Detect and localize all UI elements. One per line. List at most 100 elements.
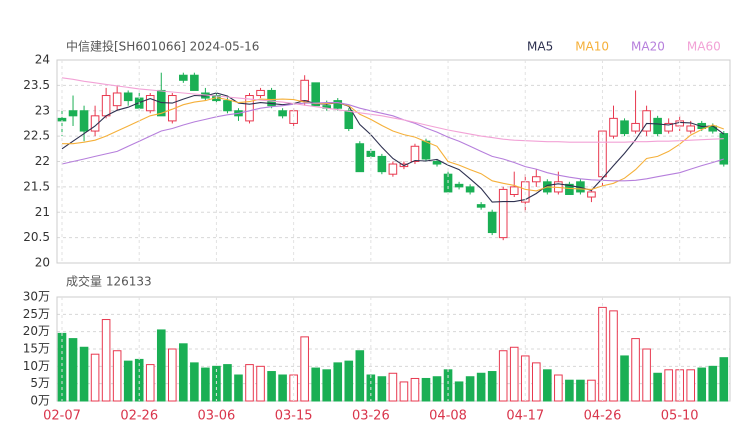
y-tick-label: 10万 [23,359,50,373]
candle-body [256,89,265,97]
volume-bar [719,357,729,402]
y-tick-label: 25万 [23,307,50,321]
volume-bar [344,360,354,402]
legend-entry: MA60 [687,40,721,54]
volume-bar [156,329,166,402]
y-tick-label: 5万 [30,376,50,390]
volume-bar [399,381,409,402]
volume-bar [201,367,210,402]
legend-entry: MA20 [631,40,665,54]
candle-body [653,117,662,135]
volume-bar [377,376,387,402]
x-tick-label: 04-26 [584,409,622,424]
volume-bar [697,367,707,402]
ma-line [61,77,724,143]
volume-bar [68,338,78,402]
candle-body [223,100,232,112]
volume-bar [145,364,155,402]
candle-body [476,204,486,208]
volume-bar [587,379,596,402]
ma-line [61,92,725,203]
volume-bar [642,348,651,402]
volume-bar [388,372,398,402]
volume-bar [653,372,662,402]
volume-bar [355,350,365,402]
y-tick-label: 22 [35,154,50,168]
volume-bar [223,364,232,402]
volume-bar [465,376,475,402]
volume-bar [421,377,431,402]
y-tick-label: 21.5 [23,179,50,193]
volume-bar [576,379,585,402]
volume-bar [543,369,552,402]
candle-body [465,186,475,193]
volume-bar [179,343,188,402]
candle-body [278,110,287,117]
x-tick-label: 02-26 [120,409,158,424]
volume-bar [509,346,519,402]
volume-bar [190,362,199,402]
ma-line [62,97,724,192]
candle-body [90,115,100,132]
volume-bar [443,369,453,402]
volume-bar [234,374,243,402]
volume-bar [498,350,508,402]
ma-line [61,102,724,182]
candle-body [179,74,188,81]
y-tick-label: 21 [35,205,50,219]
y-tick-label: 24 [35,53,50,67]
candle-body [344,110,354,130]
candle-body [565,183,574,195]
y-tick-label: 20万 [23,324,50,338]
volume-bar [476,372,486,402]
y-tick-label: 20.5 [23,230,50,244]
candle-body [267,89,276,107]
candle-body [245,95,254,122]
plot-frame [56,59,731,264]
candle-body [631,122,640,132]
candle-body [112,92,122,107]
volume-bar [664,369,673,402]
candle-body [101,95,111,117]
candle-body [642,110,651,132]
candle-body [686,125,696,132]
candle-body [410,145,420,162]
volume-bar [708,365,718,402]
volume-bar [79,346,89,402]
legend-entry: MA10 [575,40,609,54]
candle-body [587,191,596,198]
volume-bar [245,364,254,402]
volume-bar [631,338,640,402]
x-tick-label: 05-10 [661,409,699,424]
candle-body [664,122,673,132]
y-tick-label: 30万 [23,290,50,304]
candle-body [123,92,133,102]
candle-body [377,155,387,173]
volume-bar [432,376,442,402]
candle-body [421,140,431,160]
volume-bar [531,362,541,402]
candle-body [300,79,309,102]
candle-body [620,120,629,135]
volume-bar [454,381,464,402]
candle-body [388,163,398,175]
volume-bar [300,336,309,402]
candle-body [454,183,464,188]
x-tick-label: 03-06 [198,409,236,424]
candle-body [498,188,508,239]
y-tick-label: 0万 [30,394,50,408]
candle-body [609,117,618,137]
volume-bar [675,369,684,402]
y-tick-label: 22.5 [23,129,50,143]
x-tick-label: 02-07 [43,409,81,424]
volume-bar [90,353,100,402]
volume-bar [686,369,696,402]
volume-bar [322,369,332,402]
candle-body [68,110,78,117]
x-tick-label: 03-15 [275,409,313,424]
volume-bar [112,350,122,402]
candle-body [432,161,442,165]
volume-bar [267,371,276,402]
volume-bar [168,348,177,402]
